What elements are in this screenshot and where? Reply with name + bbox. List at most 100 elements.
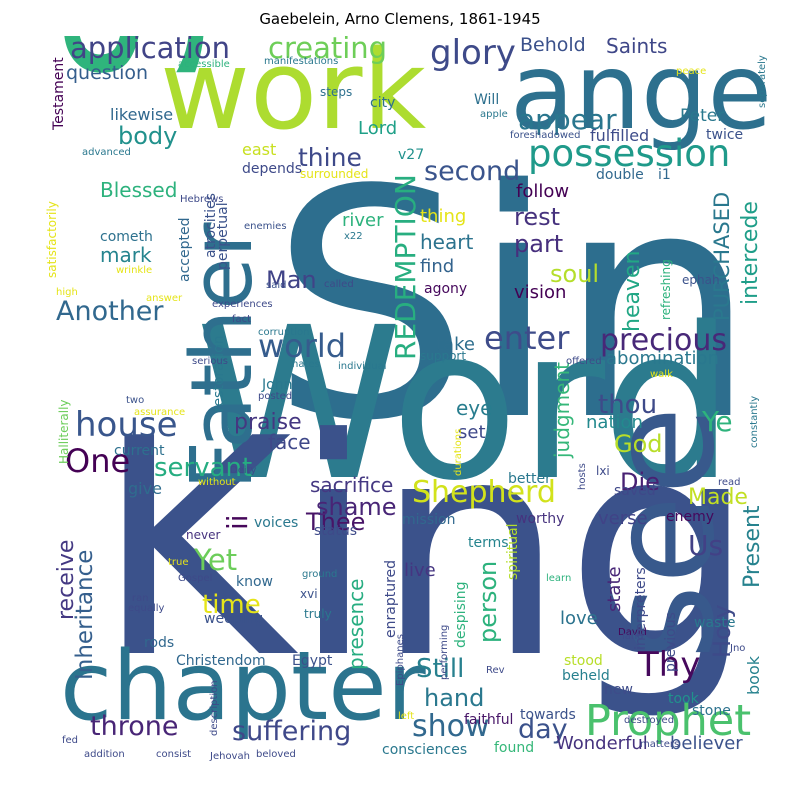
cloud-word-jere: Jere xyxy=(765,337,767,360)
cloud-word-two: two xyxy=(126,395,145,406)
cloud-word-application: application xyxy=(70,36,230,65)
cloud-word-one: One xyxy=(65,442,131,480)
cloud-word-heart: heart xyxy=(420,230,474,254)
cloud-word-mark: mark xyxy=(100,243,152,267)
cloud-word-agony: agony xyxy=(424,281,468,297)
cloud-word-experiences: experiences xyxy=(212,299,273,310)
cloud-word-egypt: Egypt xyxy=(292,653,333,669)
cloud-word-truly: truly xyxy=(304,607,332,621)
cloud-word-question: question xyxy=(66,62,149,84)
cloud-word-thine: thine xyxy=(298,143,362,172)
cloud-word-twice: twice xyxy=(706,127,744,143)
cloud-word-jno: Jno xyxy=(730,643,746,654)
cloud-word-body: body xyxy=(118,122,178,150)
cloud-word-never: never xyxy=(186,528,221,542)
cloud-word-accessible: accessible xyxy=(178,59,230,70)
cloud-word-durations: durations xyxy=(453,428,464,476)
cloud-word-peace: peace xyxy=(676,66,707,77)
cloud-word-epiphanes: Epiphanes xyxy=(395,634,406,686)
cloud-word-rods: rods xyxy=(144,635,175,651)
cloud-word-sin: Sin xyxy=(270,124,758,490)
cloud-word-chapter: chapter xyxy=(60,632,426,742)
cloud-word-land: land xyxy=(622,631,644,642)
cloud-word-new: new xyxy=(604,682,633,698)
cloud-word-fulfilled: fulfilled xyxy=(590,126,650,145)
cloud-word-still: Still xyxy=(416,654,465,684)
cloud-word-high: high xyxy=(56,287,78,298)
cloud-word-v27: v27 xyxy=(398,147,425,163)
cloud-word-show: show xyxy=(412,709,490,744)
cloud-word-better: better xyxy=(508,471,551,487)
cloud-word-manifestations: manifestations xyxy=(264,56,339,67)
cloud-word-god: God xyxy=(614,430,663,458)
cloud-word-made: Made xyxy=(688,485,748,510)
cloud-word-suffering: suffering xyxy=(232,716,352,747)
cloud-word-state: state xyxy=(604,566,625,612)
cloud-word-die: Die xyxy=(620,468,660,496)
cloud-word-thou: thou xyxy=(598,390,658,420)
cloud-word-shame: shame xyxy=(316,493,397,521)
word-cloud: SinWordKingSonworkangelchapterseeFatherP… xyxy=(40,36,767,763)
cloud-word-accepted: accepted xyxy=(177,217,193,282)
cloud-word-word: Word xyxy=(195,282,735,527)
cloud-word-rev: Rev xyxy=(486,665,505,676)
cloud-word-precious: precious xyxy=(600,323,728,358)
cloud-word-ran: ran xyxy=(132,593,149,604)
cloud-word-city: city xyxy=(370,95,396,111)
cloud-word-love: love xyxy=(560,608,598,629)
cloud-word-john: John xyxy=(262,377,293,393)
cloud-word-refreshing: refreshing xyxy=(659,259,673,320)
cloud-word-world: world xyxy=(258,327,347,365)
cloud-word-hand: hand xyxy=(424,684,485,712)
cloud-word-lxi: lxi xyxy=(596,464,610,478)
cloud-word-part: part xyxy=(514,230,564,258)
cloud-word-wonderful: Wonderful xyxy=(556,733,648,754)
cloud-word-corruption: corruption xyxy=(258,327,310,338)
cloud-word-matters: matters xyxy=(640,739,680,750)
cloud-word-called: called xyxy=(324,279,354,290)
cloud-word-give: give xyxy=(128,479,162,498)
cloud-word-spiritual: spiritual xyxy=(505,523,521,580)
cloud-word-ii: ii xyxy=(221,514,254,530)
cloud-word-servant: servant xyxy=(154,453,253,483)
cloud-word-individual: individual xyxy=(338,361,387,372)
cloud-word-depends: depends xyxy=(242,161,303,177)
cloud-word-steps: steps xyxy=(320,85,353,99)
cloud-word-hebrews: Hebrews xyxy=(180,194,224,205)
cloud-word-will: Will xyxy=(474,92,500,108)
cloud-word-towards: towards xyxy=(520,707,576,723)
cloud-word-david: David xyxy=(618,627,647,638)
cloud-word-likewise: likewise xyxy=(110,105,174,124)
cloud-word-jehovah: Jehovah xyxy=(210,751,250,762)
cloud-word-intercede: intercede xyxy=(738,201,763,305)
cloud-word-heaven: heaven xyxy=(620,250,645,332)
cloud-word-another: Another xyxy=(56,296,164,327)
cloud-word-abomination: abomination xyxy=(606,348,719,369)
cloud-word-eye: eye xyxy=(456,396,493,420)
cloud-word-receive: receive xyxy=(54,539,79,620)
cloud-word-purchased: PURCHASED xyxy=(710,191,734,321)
cloud-word-blessed: Blessed xyxy=(100,178,178,202)
cloud-word-constantly: constantly xyxy=(749,395,760,448)
cloud-word-ground: ground xyxy=(302,569,338,580)
cloud-word-weeping: weeping xyxy=(204,611,264,627)
cloud-word-possession: possession xyxy=(528,132,731,175)
cloud-word-stood: stood xyxy=(564,653,603,669)
cloud-word-praise: praise xyxy=(234,410,302,435)
cloud-word-took: took xyxy=(668,691,699,707)
cloud-word-read: read xyxy=(718,477,741,488)
cloud-word-river: river xyxy=(342,210,384,231)
cloud-word-xvi: xvi xyxy=(300,587,318,601)
cloud-word-live: live xyxy=(404,560,436,581)
cloud-word-saved: saved xyxy=(614,483,656,499)
cloud-word-nation: nation xyxy=(586,412,643,433)
cloud-word-equally: equally xyxy=(128,603,165,614)
cloud-word-destroyed: destroyed xyxy=(624,715,675,726)
cloud-word-walk: walk xyxy=(650,369,673,380)
cloud-word-i1: i1 xyxy=(658,167,671,183)
cloud-word-soul: soul xyxy=(550,260,600,288)
cloud-word-throne: throne xyxy=(90,711,179,742)
cloud-word-creating: creating xyxy=(268,36,388,65)
cloud-word-man: Man xyxy=(266,266,317,294)
cloud-word-said: said xyxy=(266,280,287,291)
